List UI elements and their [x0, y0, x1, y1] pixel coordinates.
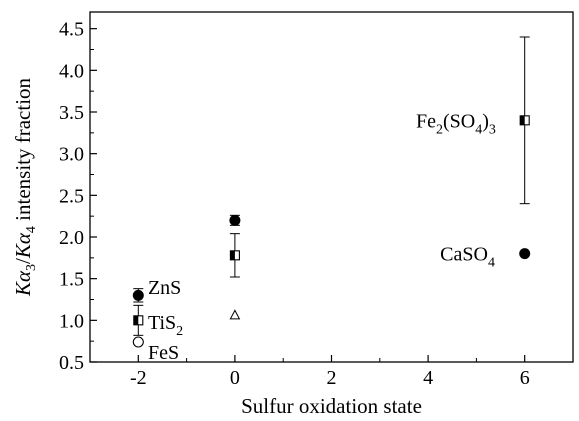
annotation-text: ): [482, 110, 489, 132]
annotation-subscript: 2: [176, 324, 183, 339]
annotation-subscript: 4: [475, 122, 482, 137]
y-label-sub1: 3: [24, 264, 39, 271]
y-label-sub2: 4: [24, 226, 39, 233]
x-tick-label: 2: [327, 367, 337, 389]
square-half-fill: [520, 115, 525, 125]
x-tick-label: 6: [520, 367, 530, 389]
y-label-k2: K: [11, 243, 35, 259]
filled-circle-point: [519, 248, 531, 260]
annotation-label: TiS2: [148, 312, 183, 339]
y-tick-label: 3.0: [59, 144, 84, 166]
annotation-text: ZnS: [148, 277, 181, 299]
y-label-k1: K: [11, 281, 35, 297]
open-triangle-point: [229, 309, 241, 320]
x-tick-label: 4: [423, 367, 433, 389]
y-tick-label: 2.0: [59, 227, 84, 249]
y-axis-ticks: 0.5 1.0 1.5 2.0 2.5 3.0 3.5 4.0 4.5: [59, 19, 97, 374]
data-markers: [132, 115, 531, 348]
x-axis-label: Sulfur oxidation state: [241, 394, 422, 418]
filled-circle-point: [132, 289, 144, 301]
annotation-label: FeS: [148, 342, 179, 364]
annotation-text: (SO: [443, 110, 475, 132]
annotation-subscript: 2: [436, 122, 443, 137]
annotation-text: TiS: [148, 312, 176, 334]
y-tick-label: 1.5: [59, 269, 84, 291]
annotation-label: ZnS: [148, 277, 181, 299]
annotation-text: Fe: [416, 110, 436, 132]
y-tick-label: 2.5: [59, 185, 84, 207]
y-label-rest: intensity fraction: [11, 77, 35, 226]
half-square-point: [519, 115, 530, 126]
square-half-fill: [230, 250, 235, 260]
y-label-alpha2: α: [11, 232, 35, 244]
y-tick-label: 4.5: [59, 19, 84, 41]
annotation-text: FeS: [148, 342, 179, 364]
half-square-point: [229, 250, 240, 261]
x-tick-label: 0: [230, 367, 240, 389]
annotation-label: Fe2(SO4)3: [416, 110, 496, 137]
open-circle-point: [132, 336, 144, 348]
half-square-point: [133, 315, 144, 326]
y-tick-label: 1.0: [59, 310, 84, 332]
annotation-subscript: 4: [488, 256, 495, 271]
x-tick-label: -2: [130, 367, 147, 389]
y-axis-label: Kα3/Kα4 intensity fraction: [11, 77, 39, 297]
square-half-fill: [133, 315, 139, 325]
filled-circle-point: [229, 214, 241, 226]
y-label-slash: /: [11, 258, 35, 264]
y-tick-label: 0.5: [59, 352, 84, 374]
x-axis-ticks: -2 0 2 4 6: [89, 355, 574, 389]
annotation-subscript: 3: [489, 122, 496, 137]
annotation-text: CaSO: [440, 244, 488, 266]
y-tick-label: 4.0: [59, 60, 84, 82]
annotation-label: CaSO4: [440, 244, 495, 271]
y-tick-label: 3.5: [59, 102, 84, 124]
y-label-alpha1: α: [11, 270, 35, 282]
